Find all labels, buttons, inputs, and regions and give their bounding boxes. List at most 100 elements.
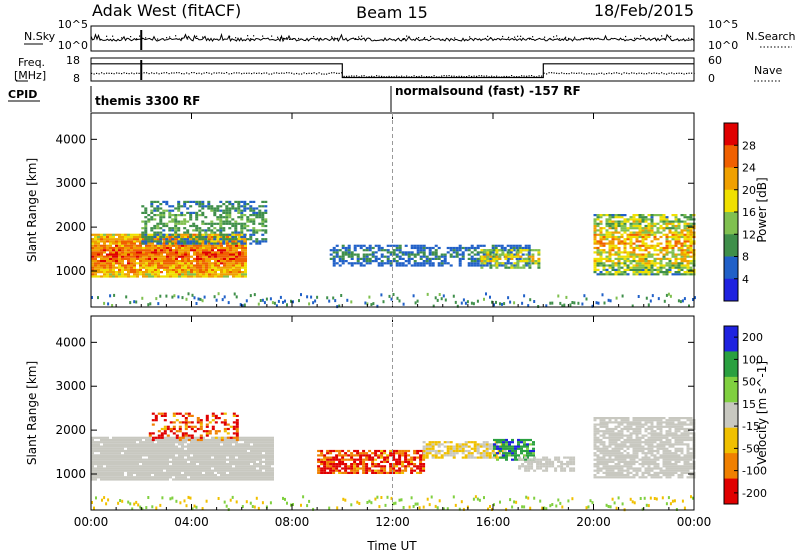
- range-cell: [596, 251, 600, 254]
- range-cell: [213, 211, 217, 214]
- range-cell: [662, 227, 666, 230]
- range-cell: [350, 452, 354, 455]
- range-cell: [174, 229, 178, 232]
- range-cell: [440, 443, 444, 446]
- range-cell: [241, 456, 244, 459]
- ground-scatter: [326, 296, 329, 300]
- range-cell: [124, 242, 127, 245]
- range-cell: [109, 443, 112, 446]
- range-cell: [629, 218, 633, 221]
- range-cell: [193, 458, 196, 461]
- nave-dot: [146, 72, 148, 74]
- range-cell: [151, 423, 155, 426]
- range-cell: [232, 441, 235, 444]
- range-cell: [157, 454, 160, 457]
- range-cell: [159, 216, 163, 219]
- range-cell: [145, 445, 148, 448]
- range-cell: [91, 436, 94, 439]
- range-cell: [202, 449, 205, 453]
- range-cell: [144, 240, 148, 243]
- range-cell: [256, 454, 259, 457]
- range-cell: [250, 449, 253, 453]
- range-cell: [425, 255, 429, 258]
- range-cell: [650, 264, 654, 267]
- range-cell: [599, 233, 603, 236]
- range-cell: [217, 465, 220, 468]
- range-cell: [222, 209, 226, 212]
- range-cell: [124, 235, 127, 239]
- range-cell: [470, 447, 474, 450]
- range-cell: [217, 262, 220, 265]
- nave-dot: [131, 72, 133, 74]
- range-cell: [220, 458, 223, 461]
- range-cell: [175, 253, 178, 256]
- range-cell: [139, 240, 142, 243]
- range-cell: [198, 242, 202, 245]
- range-cell: [235, 275, 238, 278]
- range-cell: [160, 432, 164, 435]
- range-cell: [229, 443, 232, 446]
- range-cell: [103, 478, 106, 481]
- range-cell: [268, 436, 271, 439]
- range-cell: [413, 246, 417, 250]
- range-cell: [193, 260, 196, 263]
- range-cell: [172, 460, 175, 463]
- range-cell: [106, 271, 109, 274]
- range-cell: [383, 458, 387, 461]
- range-cell: [689, 218, 693, 221]
- range-cell: [434, 251, 438, 254]
- range-cell: [422, 447, 426, 450]
- range-cell: [593, 233, 597, 236]
- range-cell: [187, 275, 190, 278]
- nave-dot: [193, 72, 195, 74]
- range-cell: [181, 275, 184, 278]
- range-cell: [599, 253, 603, 256]
- range-cell: [217, 275, 220, 278]
- range-cell: [229, 456, 232, 459]
- range-cell: [229, 469, 232, 472]
- range-cell: [235, 438, 239, 442]
- range-cell: [124, 463, 127, 466]
- range-cell: [413, 264, 417, 267]
- nave-dot: [173, 72, 175, 74]
- range-cell: [160, 474, 163, 477]
- range-cell: [659, 235, 663, 239]
- range-cell: [151, 246, 154, 250]
- range-cell: [461, 447, 465, 450]
- range-cell: [94, 246, 97, 250]
- range-cell: [184, 441, 187, 444]
- range-cell: [638, 260, 642, 263]
- range-cell: [154, 445, 157, 448]
- ground-scatter: [607, 298, 610, 302]
- range-cell: [91, 268, 94, 271]
- range-cell: [452, 447, 456, 450]
- range-cell: [216, 242, 220, 245]
- range-cell: [425, 260, 429, 263]
- range-cell: [223, 471, 226, 474]
- range-cell: [100, 257, 103, 260]
- range-cell: [160, 427, 164, 431]
- range-cell: [383, 460, 387, 463]
- range-cell: [503, 249, 507, 252]
- range-cell: [605, 242, 609, 245]
- range-cell: [205, 260, 208, 263]
- range-cell: [489, 264, 493, 267]
- range-cell: [644, 242, 648, 245]
- range-cell: [368, 244, 372, 247]
- nave-dot: [678, 72, 680, 74]
- range-cell: [130, 471, 133, 474]
- range-cell: [476, 253, 480, 256]
- range-cell: [184, 417, 188, 420]
- range-cell: [153, 233, 157, 236]
- range-cell: [626, 260, 630, 263]
- range-cell: [223, 255, 226, 258]
- range-cell: [115, 449, 118, 453]
- range-cell: [171, 220, 175, 223]
- range-cell: [458, 449, 462, 453]
- range-cell: [623, 238, 627, 241]
- range-cell: [428, 264, 432, 267]
- range-cell: [195, 242, 199, 245]
- range-cell: [677, 264, 681, 267]
- range-cell: [127, 268, 130, 271]
- range-cell: [480, 260, 484, 263]
